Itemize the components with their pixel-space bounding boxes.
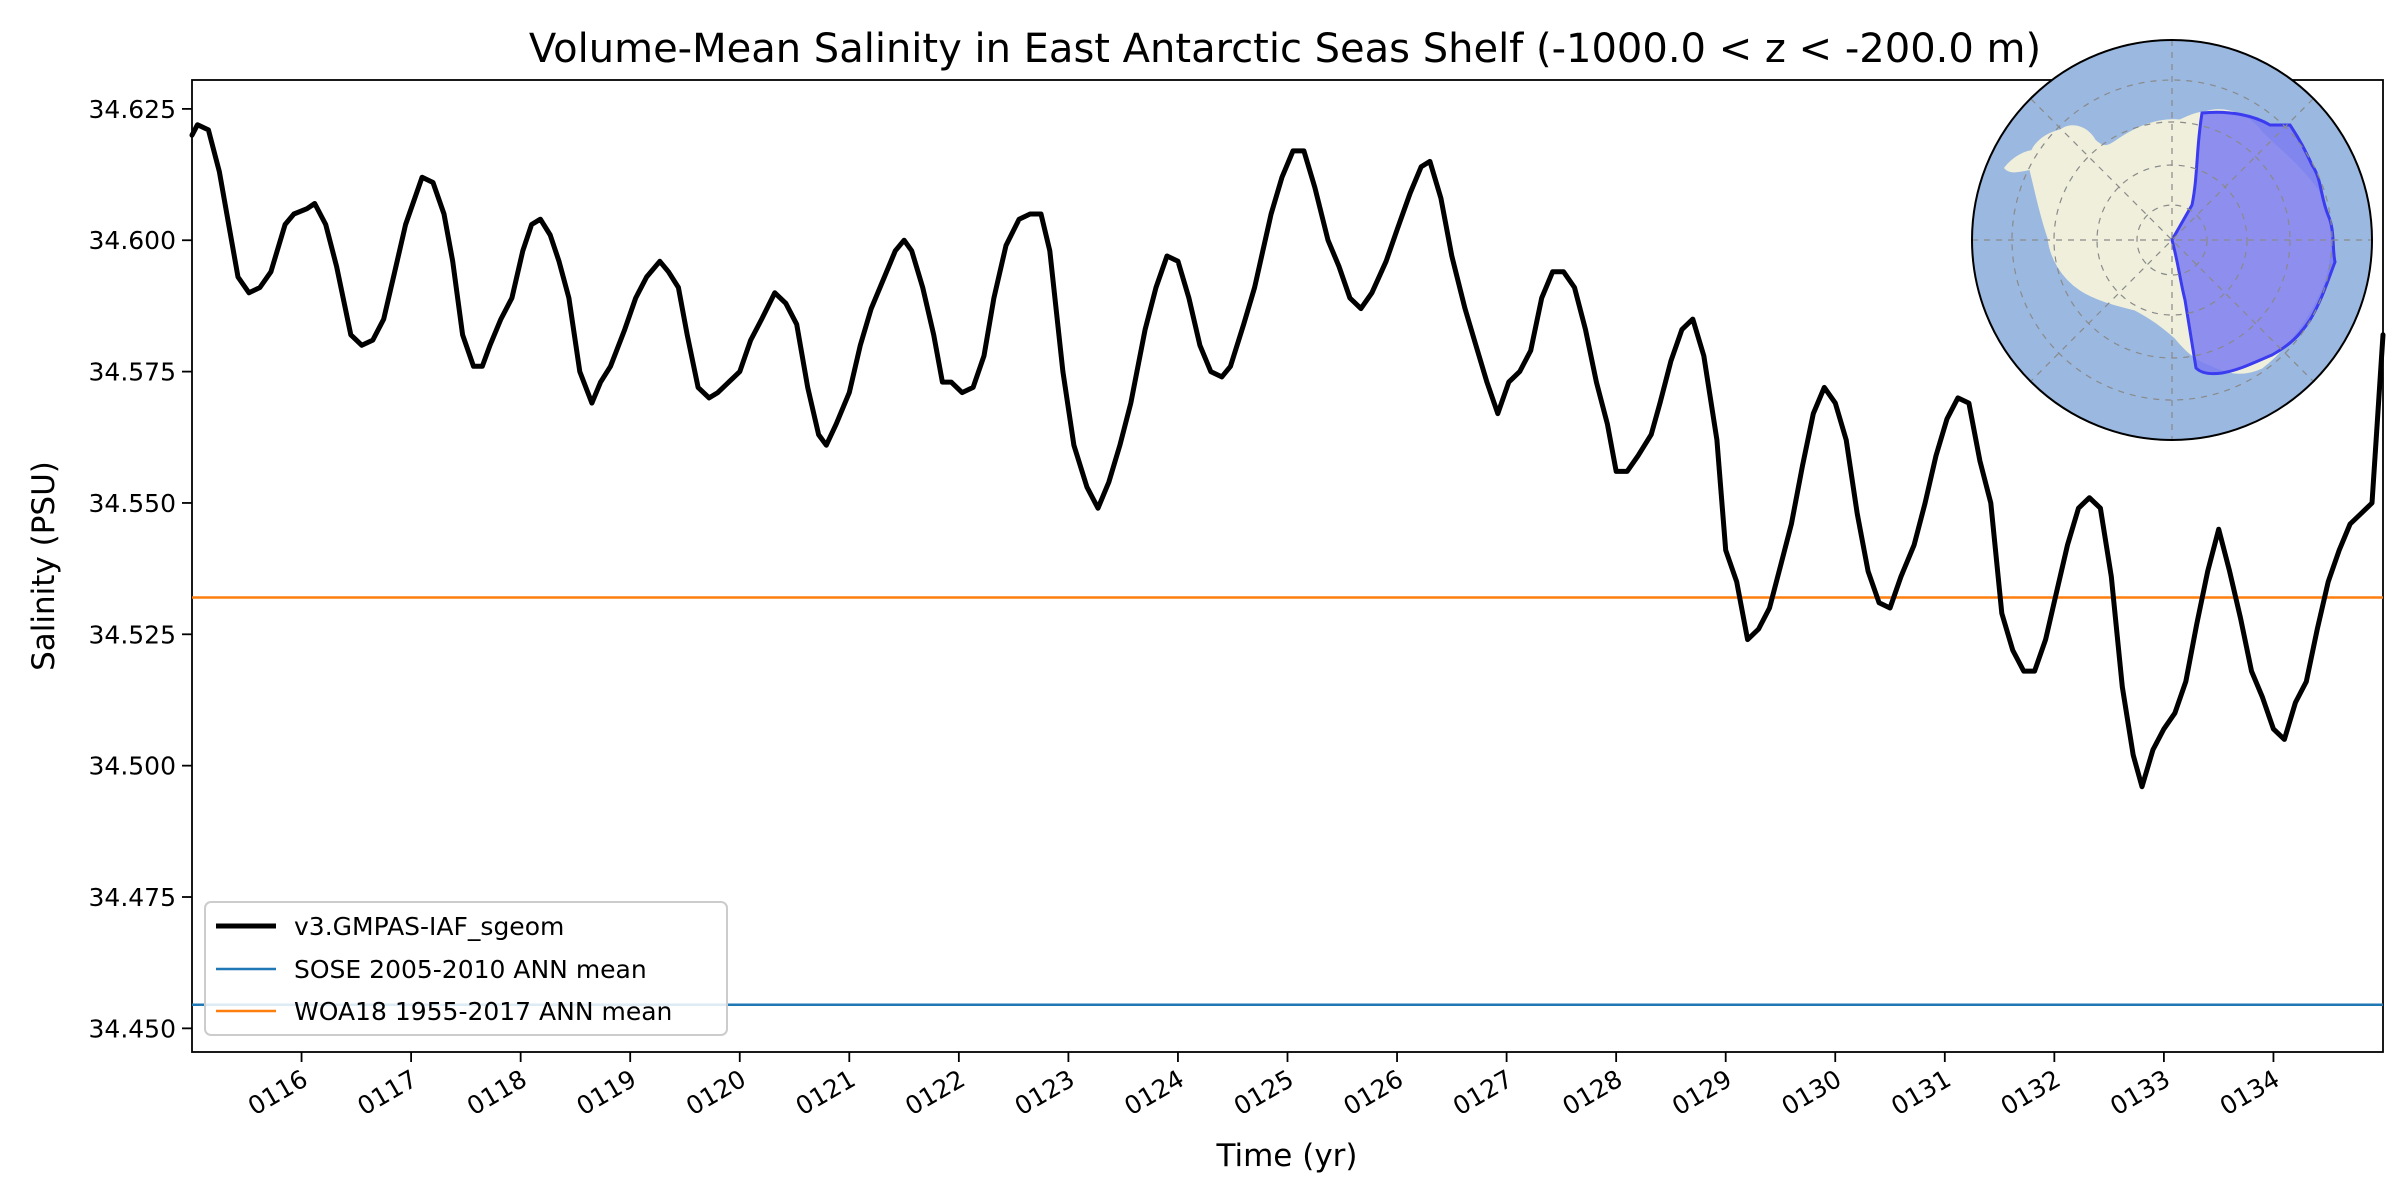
y-tick-label: 34.550	[89, 489, 176, 518]
y-tick-label: 34.625	[89, 95, 176, 124]
globe-outline	[1971, 39, 2373, 441]
y-tick-label: 34.500	[89, 752, 176, 781]
graticule	[1972, 40, 2372, 440]
y-tick-label: 34.600	[89, 226, 176, 255]
legend-label-model: v3.GMPAS-IAF_sgeom	[294, 912, 564, 941]
legend-box	[204, 901, 728, 1036]
legend: v3.GMPAS-IAF_sgeom SOSE 2005-2010 ANN me…	[204, 901, 728, 1036]
antarctic-region-inset-map	[1971, 39, 2373, 441]
y-axis-label: Salinity (PSU)	[26, 461, 62, 671]
y-axis: 34.450 34.475 34.500 34.525 34.550 34.575 34.6…	[89, 95, 192, 1043]
map-content	[1972, 40, 2372, 440]
y-tick-label: 34.525	[89, 620, 176, 649]
y-tick-label: 34.450	[89, 1014, 176, 1043]
series-line-v3-gmpas	[189, 122, 2386, 790]
y-tick-label: 34.475	[89, 883, 176, 912]
y-tick-label: 34.575	[89, 358, 176, 387]
legend-label-woa: WOA18 1955-2017 ANN mean	[294, 997, 672, 1026]
chart-title: Volume-Mean Salinity in East Antarctic S…	[529, 26, 2041, 72]
legend-label-sose: SOSE 2005-2010 ANN mean	[294, 955, 647, 984]
x-axis-label: Time (yr)	[1216, 1138, 1358, 1174]
antarctic-peninsula	[2004, 150, 2032, 173]
